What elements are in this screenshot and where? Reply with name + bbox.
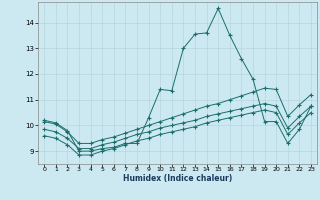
X-axis label: Humidex (Indice chaleur): Humidex (Indice chaleur)	[123, 174, 232, 183]
